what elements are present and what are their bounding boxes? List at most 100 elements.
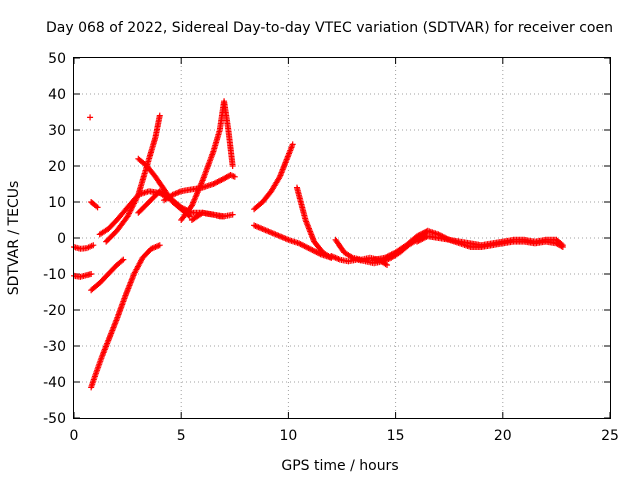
data-marks: [71, 98, 566, 391]
data-point: [156, 112, 163, 119]
data-point: [416, 237, 423, 244]
data-point: [312, 248, 319, 255]
data-point: [302, 243, 309, 250]
data-point: [388, 251, 395, 258]
data-point: [120, 256, 127, 263]
grid-lines: [74, 58, 610, 418]
data-point: [420, 235, 427, 242]
series-s8: [103, 112, 163, 245]
data-point: [558, 241, 565, 248]
data-point: [389, 250, 396, 257]
x-tick-label: 20: [494, 428, 512, 444]
y-tick-label: 0: [57, 231, 66, 247]
data-point: [419, 235, 426, 242]
y-tick-label: -10: [43, 267, 66, 283]
data-point: [214, 178, 221, 185]
data-point: [229, 211, 236, 218]
series-s19: [371, 227, 566, 263]
data-point: [296, 240, 303, 247]
y-tick-label: -20: [43, 303, 66, 319]
y-tick-label: -40: [43, 375, 66, 391]
x-tick-label: 5: [177, 428, 186, 444]
data-point: [418, 236, 425, 243]
data-point: [90, 242, 97, 249]
series-s6: [88, 256, 127, 294]
data-point: [219, 176, 226, 183]
data-point: [381, 254, 388, 261]
y-axis-label: SDTVAR / TECUs: [6, 181, 22, 296]
data-point: [309, 247, 316, 254]
data-point: [305, 245, 312, 252]
y-tick-label: 20: [48, 159, 66, 175]
series-s15: [251, 222, 335, 261]
data-point: [306, 245, 313, 252]
data-point: [414, 233, 421, 240]
data-point: [559, 242, 566, 249]
plot-frame: [73, 57, 611, 419]
data-point: [384, 253, 391, 260]
data-point: [213, 179, 220, 186]
series-s12: [178, 98, 236, 223]
data-point: [231, 173, 238, 180]
x-axis-label: GPS time / hours: [281, 458, 398, 474]
data-point: [384, 262, 391, 268]
data-point: [289, 141, 296, 148]
data-point: [304, 244, 311, 251]
series-s7: [96, 188, 172, 238]
series-s14: [251, 141, 296, 213]
data-point: [298, 241, 305, 248]
axis-ticks: 0 5 10 15 20 25 -50 -40 -30 -20 -10 0 10 20 30 40 50: [43, 51, 619, 444]
data-point: [297, 241, 304, 248]
data-point: [179, 205, 186, 212]
series-s11: [161, 172, 238, 204]
data-point: [119, 257, 126, 264]
series-s4: [87, 114, 94, 121]
data-point: [94, 204, 101, 211]
data-point: [217, 177, 224, 184]
chart-title: Day 068 of 2022, Sidereal Day-to-day VTE…: [46, 20, 613, 36]
series-s18: [332, 236, 391, 268]
data-point: [422, 234, 429, 241]
data-point: [87, 114, 94, 121]
series-s16: [293, 184, 335, 261]
y-tick-label: 40: [48, 87, 66, 103]
x-tick-label: 15: [387, 428, 405, 444]
series-s13: [188, 209, 236, 223]
data-point: [215, 178, 222, 185]
data-point: [218, 176, 225, 183]
series-s5: [88, 242, 163, 391]
data-point: [156, 242, 163, 249]
data-point: [178, 204, 185, 211]
y-tick-label: 50: [48, 51, 66, 67]
data-point: [415, 237, 422, 244]
data-point: [420, 229, 427, 236]
data-point: [422, 229, 429, 236]
x-tick-label: 10: [279, 428, 297, 444]
data-point: [419, 230, 426, 237]
data-point: [301, 243, 308, 250]
data-point: [416, 231, 423, 238]
data-point: [229, 163, 236, 169]
data-point: [313, 249, 320, 256]
data-point: [414, 238, 421, 245]
data-point: [415, 232, 422, 239]
data-point: [310, 247, 317, 254]
x-tick-label: 0: [70, 428, 79, 444]
data-point: [385, 252, 392, 259]
series-s3: [88, 199, 101, 211]
data-point: [211, 180, 218, 187]
data-point: [88, 271, 95, 277]
data-point: [300, 242, 307, 249]
x-tick-label: 25: [601, 428, 619, 444]
series-s2: [71, 271, 95, 280]
data-point: [210, 181, 217, 187]
y-tick-label: 30: [48, 123, 66, 139]
data-point: [180, 205, 187, 212]
data-point: [308, 246, 315, 253]
y-tick-label: -30: [43, 339, 66, 355]
y-tick-label: -50: [43, 411, 66, 427]
data-point: [418, 231, 425, 238]
series-s20: [414, 233, 566, 249]
y-tick-label: 10: [48, 195, 66, 211]
